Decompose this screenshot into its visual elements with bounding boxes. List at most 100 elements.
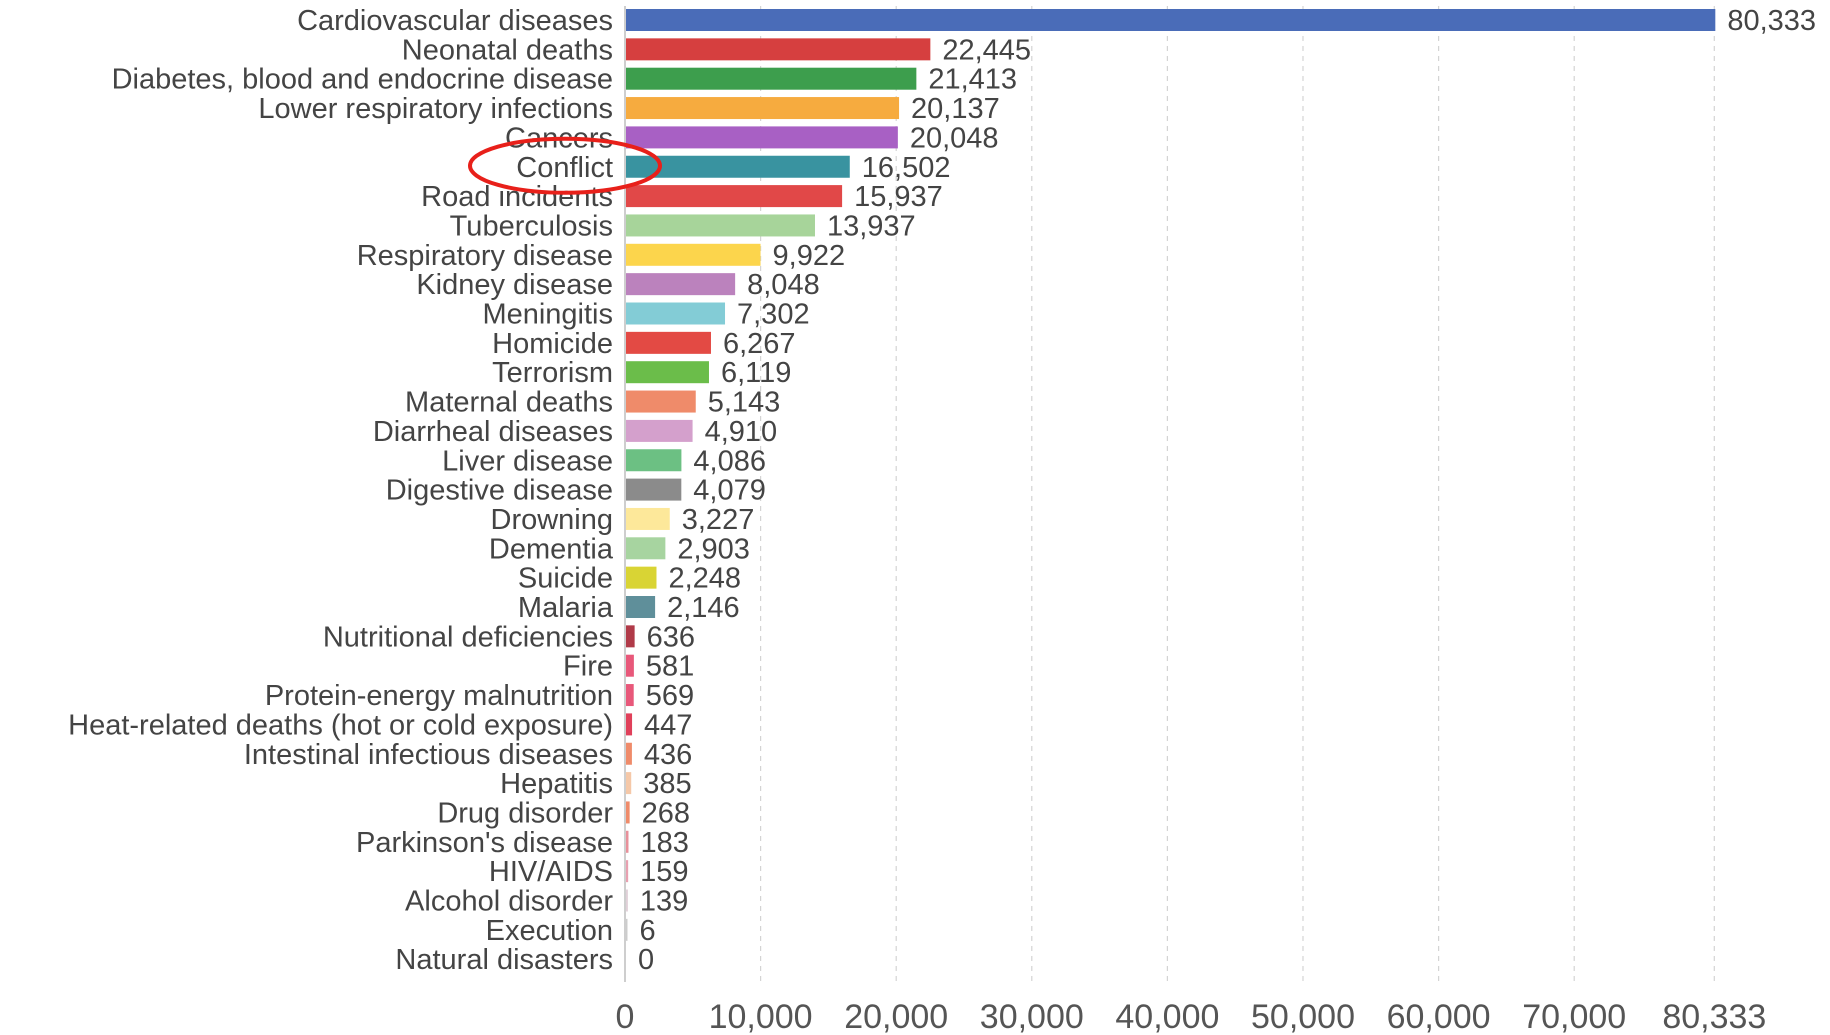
data-label: 183 (640, 827, 688, 859)
category-label: Neonatal deaths (402, 34, 613, 66)
x-tick-label: 80,333 (1662, 998, 1766, 1035)
data-label: 8,048 (747, 269, 820, 301)
data-label: 581 (646, 651, 694, 683)
data-label: 9,922 (773, 240, 846, 272)
data-label: 0 (638, 944, 654, 976)
category-label: Drug disorder (437, 797, 613, 829)
category-label: Dementia (489, 533, 614, 565)
bar (626, 625, 635, 648)
bar (626, 596, 656, 618)
data-label: 4,086 (693, 445, 766, 477)
category-label: Alcohol disorder (405, 886, 613, 918)
bar (626, 331, 711, 354)
data-label: 4,910 (705, 416, 778, 448)
category-label: Meningitis (482, 299, 613, 331)
data-label: 22,445 (942, 34, 1031, 66)
category-label: Heat-related deaths (hot or cold exposur… (68, 709, 613, 741)
annotation-layer (468, 136, 662, 195)
data-label: 4,079 (693, 475, 766, 507)
bar-layer (626, 9, 1716, 941)
data-label: 6 (640, 915, 656, 947)
data-label: 268 (642, 797, 690, 829)
data-label: 20,048 (910, 122, 999, 154)
bar (626, 918, 628, 941)
bar (626, 97, 900, 120)
bar (626, 478, 682, 501)
data-label: 6,267 (723, 328, 796, 360)
data-label: 447 (644, 709, 692, 741)
x-tick-label: 10,000 (709, 998, 813, 1035)
bar (626, 889, 628, 912)
category-label: Parkinson's disease (356, 827, 613, 859)
bar (626, 155, 850, 178)
data-label: 139 (640, 886, 688, 918)
bar (626, 9, 1716, 31)
data-label: 16,502 (862, 152, 951, 184)
x-tick-label: 0 (616, 998, 635, 1035)
bar (626, 860, 629, 883)
data-label: 80,333 (1727, 5, 1816, 37)
bar (626, 654, 634, 677)
x-tick-label: 40,000 (1115, 998, 1219, 1035)
bar (626, 419, 693, 442)
bar (626, 38, 931, 61)
bar (626, 772, 632, 795)
bar (626, 243, 761, 266)
category-label: Lower respiratory infections (258, 93, 613, 125)
category-label: Intestinal infectious diseases (244, 739, 613, 771)
category-label: Road incidents (421, 181, 613, 213)
bar (626, 801, 630, 824)
category-label: Cardiovascular diseases (297, 5, 613, 37)
data-label: 5,143 (708, 387, 781, 419)
bar (626, 449, 682, 472)
grid-layer (624, 6, 1715, 982)
x-axis-ticks: 0 10,000 20,000 30,000 40,000 50,000 60,000 70,… (616, 998, 1767, 1035)
category-label: Natural disasters (395, 944, 613, 976)
category-label: Conflict (516, 152, 613, 184)
data-label: 7,302 (737, 299, 810, 331)
data-label: 385 (643, 768, 691, 800)
highlight-circle (468, 136, 662, 195)
data-label: 13,937 (827, 210, 916, 242)
bar (626, 713, 633, 736)
bar (626, 830, 629, 853)
category-label: Hepatitis (500, 768, 613, 800)
category-label: Suicide (518, 563, 613, 595)
category-label: Malaria (518, 592, 614, 624)
data-label: 2,903 (677, 533, 750, 565)
x-tick-label: 50,000 (1251, 998, 1355, 1035)
value-labels: 80,333 22,44521,41320,13720,04816,50215,9… (638, 5, 1816, 976)
category-label: Digestive disease (386, 475, 613, 507)
bar (626, 390, 696, 413)
category-label: Fire (563, 651, 613, 683)
data-label: 15,937 (854, 181, 943, 213)
data-label: 636 (647, 621, 695, 653)
data-label: 21,413 (928, 64, 1017, 96)
category-label: Terrorism (492, 357, 613, 389)
bar (626, 185, 843, 208)
category-label: HIV/AIDS (489, 856, 613, 888)
category-label: Homicide (492, 328, 613, 360)
category-label: Tuberculosis (450, 210, 613, 242)
data-label: 6,119 (721, 357, 791, 389)
bar (626, 361, 709, 384)
category-label: Diarrheal diseases (373, 416, 613, 448)
bar (626, 302, 726, 325)
bar (626, 507, 670, 530)
data-label: 2,146 (667, 592, 740, 624)
category-label: Respiratory disease (357, 240, 613, 272)
data-label: 3,227 (682, 504, 755, 536)
bar (626, 273, 736, 296)
category-label: Execution (486, 915, 613, 947)
x-tick-label: 70,000 (1522, 998, 1626, 1035)
data-label: 2,248 (668, 563, 741, 595)
x-tick-label: 20,000 (844, 998, 948, 1035)
bar (626, 537, 666, 560)
bar (626, 684, 634, 707)
data-label: 436 (644, 739, 692, 771)
category-label: Diabetes, blood and endocrine disease (112, 64, 613, 96)
data-label: 569 (646, 680, 694, 712)
category-label: Maternal deaths (405, 387, 613, 419)
